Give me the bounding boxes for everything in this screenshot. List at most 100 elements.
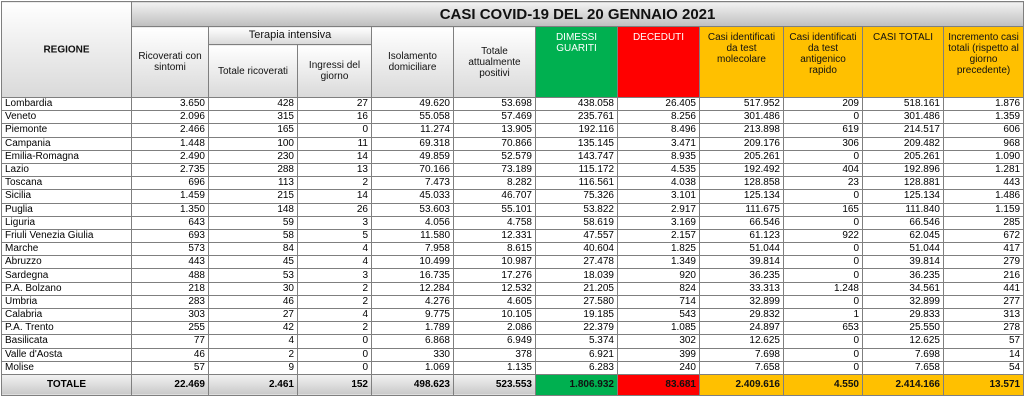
data-cell: 143.747 xyxy=(535,149,618,164)
data-cell: 0 xyxy=(783,242,863,257)
data-cell: 13.905 xyxy=(453,123,536,138)
data-cell: 66.546 xyxy=(862,215,944,230)
data-cell: 113 xyxy=(208,176,298,191)
data-cell: 5 xyxy=(297,228,372,244)
data-cell: 46 xyxy=(208,294,298,310)
data-cell: 278 xyxy=(942,321,1024,336)
totals-label: TOTALE xyxy=(1,373,132,396)
data-cell: 53.822 xyxy=(535,202,618,217)
data-cell: 920 xyxy=(617,268,700,283)
data-cell: 230 xyxy=(208,149,298,164)
data-cell: 0 xyxy=(783,334,863,349)
data-cell: 24.897 xyxy=(699,321,784,336)
data-cell: 1.359 xyxy=(942,110,1024,125)
data-cell: 4 xyxy=(297,307,372,323)
data-cell: 100 xyxy=(208,136,298,151)
region-name: P.A. Bolzano xyxy=(1,281,132,296)
data-cell: 75.326 xyxy=(535,189,618,204)
data-cell: 1.825 xyxy=(617,242,700,257)
data-cell: 0 xyxy=(783,360,863,375)
region-name: Marche xyxy=(1,242,132,257)
data-cell: 606 xyxy=(942,123,1024,138)
data-cell: 302 xyxy=(617,334,700,349)
region-name: Calabria xyxy=(1,307,132,323)
data-cell: 4.056 xyxy=(371,215,454,230)
data-cell: 23 xyxy=(783,176,863,191)
data-cell: 0 xyxy=(297,123,372,138)
data-cell: 40.604 xyxy=(535,242,618,257)
data-cell: 0 xyxy=(297,347,372,362)
data-cell: 2.735 xyxy=(131,162,209,178)
table-row: Puglia 1.350 148 26 53.603 55.101 53.822 2.917 1… xyxy=(1,202,1024,217)
data-cell: 255 xyxy=(131,321,209,336)
data-cell: 12.331 xyxy=(453,228,536,244)
data-cell: 0 xyxy=(783,189,863,204)
header-isolamento: Isolamento domiciliare xyxy=(371,26,454,98)
data-cell: 653 xyxy=(783,321,863,336)
data-cell: 209.482 xyxy=(862,136,944,151)
data-cell: 209 xyxy=(783,96,863,112)
data-cell: 4.758 xyxy=(453,215,536,230)
data-cell: 6.921 xyxy=(535,347,618,362)
data-cell: 27 xyxy=(208,307,298,323)
data-cell: 643 xyxy=(131,215,209,230)
data-cell: 27.478 xyxy=(535,255,618,270)
data-cell: 1.248 xyxy=(783,281,863,296)
region-name: Sardegna xyxy=(1,268,132,283)
data-cell: 32.899 xyxy=(862,294,944,310)
data-cell: 1.069 xyxy=(371,360,454,375)
data-cell: 45.033 xyxy=(371,189,454,204)
region-name: Valle d'Aosta xyxy=(1,347,132,362)
data-cell: 2.917 xyxy=(617,202,700,217)
data-cell: 306 xyxy=(783,136,863,151)
header-terapia-intensiva: Terapia intensiva xyxy=(208,26,372,45)
data-cell: 8.256 xyxy=(617,110,700,125)
data-cell: 2 xyxy=(297,321,372,336)
header-ricoverati: Ricoverati con sintomi xyxy=(131,26,209,98)
data-cell: 46 xyxy=(131,347,209,362)
data-cell: 55.101 xyxy=(453,202,536,217)
data-cell: 378 xyxy=(453,347,536,362)
data-cell: 215 xyxy=(208,189,298,204)
data-cell: 0 xyxy=(297,360,372,375)
data-cell: 125.134 xyxy=(699,189,784,204)
data-cell: 1.448 xyxy=(131,136,209,151)
data-cell: 0 xyxy=(783,149,863,164)
data-cell: 438.058 xyxy=(535,96,618,112)
data-cell: 21.205 xyxy=(535,281,618,296)
data-cell: 216 xyxy=(942,268,1024,283)
table-row: Abruzzo 443 45 4 10.499 10.987 27.478 1.349 39.8… xyxy=(1,255,1024,270)
header-totale-positivi: Totale attualmente positivi xyxy=(453,26,536,98)
total-cell: 2.414.166 xyxy=(862,373,944,396)
data-cell: 4 xyxy=(208,334,298,349)
data-cell: 73.189 xyxy=(453,162,536,178)
data-cell: 417 xyxy=(942,242,1024,257)
data-cell: 2.490 xyxy=(131,149,209,164)
total-cell: 83.681 xyxy=(617,373,700,396)
data-cell: 0 xyxy=(783,347,863,362)
data-cell: 111.675 xyxy=(699,202,784,217)
header-molecolare: Casi identificati da test molecolare xyxy=(699,26,784,98)
data-cell: 8.496 xyxy=(617,123,700,138)
data-cell: 57.469 xyxy=(453,110,536,125)
data-cell: 0 xyxy=(783,268,863,283)
data-cell: 47.557 xyxy=(535,228,618,244)
data-cell: 7.658 xyxy=(699,360,784,375)
data-cell: 0 xyxy=(297,334,372,349)
header-incremento: Incremento casi totali (rispetto al gior… xyxy=(942,26,1024,98)
data-cell: 0 xyxy=(783,215,863,230)
table-row: Marche 573 84 4 7.958 8.615 40.604 1.825 51.044 0… xyxy=(1,242,1024,257)
covid-table: REGIONE CASI COVID-19 DEL 20 GENNAIO 202… xyxy=(1,1,1024,396)
region-name: Veneto xyxy=(1,110,132,125)
table-title: CASI COVID-19 DEL 20 GENNAIO 2021 xyxy=(130,1,1024,27)
data-cell: 209.176 xyxy=(699,136,784,151)
data-cell: 165 xyxy=(208,123,298,138)
data-cell: 5.374 xyxy=(535,334,618,349)
data-cell: 11.274 xyxy=(371,123,454,138)
data-cell: 27.580 xyxy=(535,294,618,310)
data-cell: 301.486 xyxy=(699,110,784,125)
data-cell: 2 xyxy=(208,347,298,362)
data-cell: 301.486 xyxy=(862,110,944,125)
data-cell: 573 xyxy=(131,242,209,257)
data-cell: 18.039 xyxy=(535,268,618,283)
